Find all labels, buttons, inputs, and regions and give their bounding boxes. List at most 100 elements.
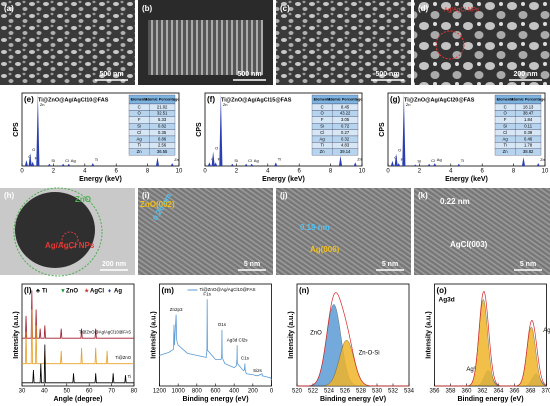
table-cell: Si (137, 123, 141, 128)
eds-peak (394, 153, 398, 166)
x-tick-label: 530 (372, 389, 383, 395)
eds-peak (521, 157, 526, 166)
table-row (494, 129, 542, 137)
peak-label: Zn (406, 102, 411, 107)
sample-label: Ti@ZnO@Ag/AgCl15@FAS (221, 97, 292, 103)
table-header-cell: Atomic Percentage (511, 97, 545, 101)
annotation: ZnO (75, 195, 91, 204)
peak-annotation: Zn2p3 (170, 307, 183, 312)
component-label: Zn-O-Si (359, 350, 380, 356)
table-cell: 8.45 (341, 104, 350, 109)
x-axis-label: Binding energy (eV) (457, 396, 523, 403)
sample-label: Ti@ZnO@Ag/AgCl20@FAS (404, 97, 475, 103)
table-cell: 38.47 (523, 111, 534, 116)
table-row (494, 110, 542, 117)
x-tick-label: 368 (525, 389, 536, 395)
annotation: 0.19 nm (300, 223, 330, 232)
peak-label: O (32, 147, 35, 152)
table-cell: O (503, 111, 507, 116)
panel-label: (l) (24, 286, 32, 295)
x-tick-label: 60 (86, 389, 93, 395)
table-row (494, 142, 542, 149)
table-row (494, 103, 542, 111)
panel-label: (j) (280, 191, 288, 200)
eds-peak (433, 163, 437, 166)
table-row (494, 148, 542, 156)
peak-label: Zn (223, 102, 228, 107)
y-axis-label: Intensity (a.u.) (150, 311, 157, 358)
x-tick-label: 40 (41, 389, 48, 395)
x-tick-label: 362 (477, 389, 488, 395)
peak-label: F (401, 157, 404, 162)
table-cell: 3.05 (341, 117, 350, 122)
x-tick-label: 8 (512, 169, 516, 175)
x-tick-label: 534 (404, 389, 415, 395)
y-axis-label: CPS (379, 122, 386, 137)
panel-label: (n) (299, 286, 310, 295)
table-cell: Ti (137, 143, 140, 148)
eds-peak (170, 163, 174, 166)
panel-label: (d) (418, 4, 429, 13)
x-tick-label: 360 (461, 389, 472, 395)
spectrum-line (22, 344, 134, 384)
x-tick-label: 50 (63, 389, 70, 395)
x-tick-label: 80 (131, 389, 138, 395)
table-cell: 0.35 (158, 130, 167, 135)
legend-label: Ag (114, 289, 122, 295)
table-cell: Cl (503, 130, 507, 135)
panel-label: (e) (24, 95, 34, 104)
x-tick-label: 532 (388, 389, 399, 395)
x-tick-label: 0 (270, 389, 274, 395)
eds-peak (390, 160, 394, 166)
highlight (61, 231, 79, 249)
x-axis-label: Binding energy (eV) (182, 396, 248, 403)
table-cell: Zn (320, 149, 326, 154)
eds-peak (91, 163, 95, 166)
x-tick-label: 800 (192, 389, 203, 395)
tem-image (414, 188, 550, 275)
chart-title: Ag3d (439, 297, 455, 304)
eds-peak (244, 163, 248, 166)
x-tick-label: 0 (203, 169, 207, 175)
scale-label: 500 nm (237, 71, 261, 78)
series-label: Ti@ZnO (115, 355, 131, 360)
x-tick-label: 70 (108, 389, 115, 395)
peak-label: Zn (174, 157, 179, 162)
annotation: ZnO(002) (140, 200, 175, 209)
peak-annotation: Si2s (253, 368, 263, 373)
x-tick-label: 520 (292, 389, 303, 395)
table-cell: Cl (137, 130, 141, 135)
legend-symbol: ♣ (36, 289, 40, 295)
eds-peak (211, 151, 215, 166)
x-tick-label: 2 (52, 169, 56, 175)
table-cell: 5.33 (158, 117, 167, 122)
tem-particle (15, 192, 95, 268)
table-cell: F (138, 117, 141, 122)
eds-peak (457, 163, 461, 166)
peak-label: Si (417, 159, 421, 164)
table-cell: F (504, 117, 507, 122)
eds-peak (250, 163, 254, 166)
eds-peak (427, 163, 431, 166)
table-row (128, 129, 176, 137)
eds-peak (61, 163, 65, 166)
table-row (311, 142, 359, 149)
x-tick-label: 10 (176, 169, 183, 175)
scale-label: 500 nm (375, 71, 399, 78)
table-row (494, 123, 542, 130)
table-row (311, 148, 359, 156)
sem-image (276, 0, 411, 85)
plot-frame (21, 92, 180, 167)
eds-peak (397, 163, 401, 166)
x-tick-label: 10 (359, 169, 366, 175)
panel-label: (k) (418, 191, 428, 200)
table-cell: Cl (320, 130, 324, 135)
peak-annotation: C1s (241, 356, 250, 361)
table-row (128, 123, 176, 130)
table-cell: 0.39 (524, 130, 533, 135)
table-cell: Ag (137, 136, 143, 141)
table-row (128, 116, 176, 124)
tem-image (138, 188, 273, 275)
panel-label: (o) (437, 286, 448, 295)
